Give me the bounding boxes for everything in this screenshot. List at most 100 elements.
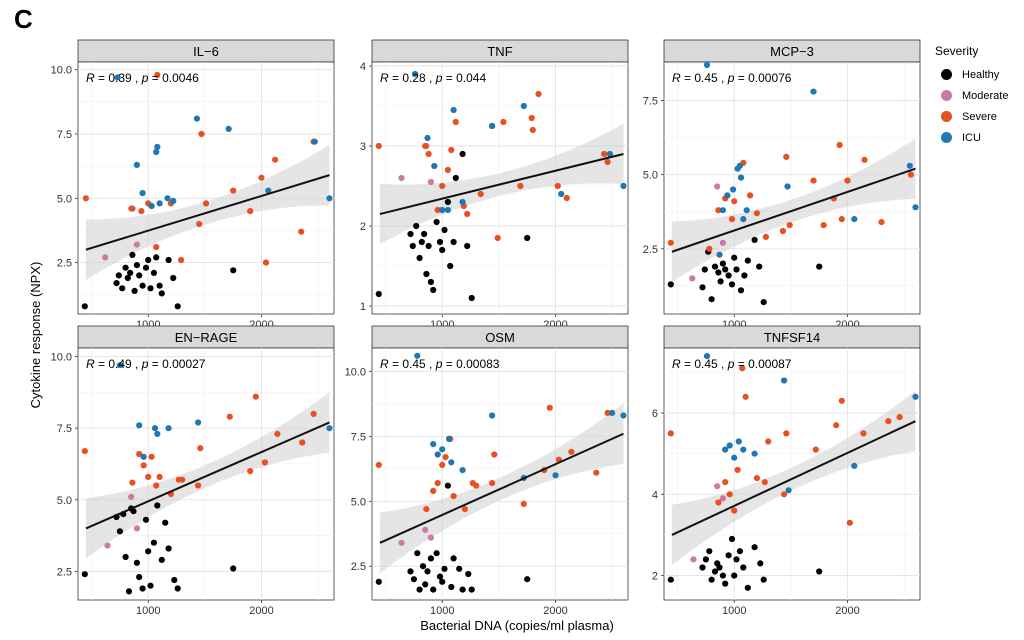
data-point-healthy — [375, 290, 382, 298]
data-point-icu — [731, 454, 738, 461]
data-point-severe — [258, 174, 265, 181]
legend-item-severe: Severe — [935, 106, 1008, 127]
data-point-icu — [165, 425, 172, 432]
data-point-healthy — [725, 552, 732, 559]
data-point-healthy — [722, 266, 729, 273]
data-point-severe — [464, 210, 471, 218]
data-point-healthy — [760, 299, 767, 306]
legend-dot-severe — [941, 111, 952, 122]
data-point-icu — [459, 198, 466, 206]
data-point-moderate — [714, 183, 721, 190]
data-point-healthy — [524, 234, 531, 242]
data-point-healthy — [816, 568, 823, 575]
data-point-severe — [473, 482, 480, 489]
correlation-annotation: R = 0.45 , p = 0.00076 — [672, 71, 792, 85]
data-point-healthy — [165, 545, 172, 552]
data-point-severe — [535, 90, 542, 98]
data-point-icu — [153, 148, 160, 156]
facet-title: MCP−3 — [770, 44, 814, 59]
data-point-severe — [444, 166, 451, 174]
data-point-severe — [298, 228, 305, 235]
data-point-severe — [667, 239, 674, 246]
facet-title: OSM — [485, 330, 515, 345]
data-point-icu — [722, 446, 729, 453]
data-point-severe — [375, 142, 382, 150]
legend-dot-healthy — [941, 69, 952, 80]
data-point-icu — [154, 143, 161, 150]
data-point-severe — [747, 192, 754, 199]
data-point-severe — [838, 397, 845, 404]
data-point-severe — [846, 519, 853, 526]
data-point-severe — [844, 177, 851, 184]
data-point-healthy — [139, 585, 146, 592]
data-point-icu — [726, 442, 733, 449]
legend-title: Severity — [935, 44, 979, 58]
data-point-healthy — [439, 246, 446, 254]
data-point-healthy — [744, 584, 751, 591]
regression-line — [85, 174, 330, 251]
data-point-healthy — [524, 576, 531, 583]
y-tick-label: 5.0 — [57, 193, 72, 205]
data-point-moderate — [104, 542, 111, 549]
data-point-severe — [145, 473, 152, 480]
x-tick-label: 2000 — [249, 605, 273, 617]
data-point-severe — [129, 479, 136, 486]
data-point-healthy — [448, 583, 455, 591]
data-point-severe — [178, 256, 185, 264]
data-point-severe — [274, 430, 281, 437]
data-point-icu — [193, 115, 200, 122]
data-point-severe — [554, 182, 561, 190]
data-point-icu — [439, 206, 446, 214]
data-point-healthy — [717, 278, 724, 285]
data-point-icu — [620, 412, 627, 419]
y-tick-label: 5.0 — [57, 495, 72, 507]
data-point-severe — [500, 118, 507, 126]
data-point-healthy — [706, 548, 713, 555]
data-point-healthy — [425, 242, 432, 250]
data-point-healthy — [113, 280, 120, 287]
data-point-moderate — [719, 239, 727, 246]
data-point-severe — [261, 459, 268, 466]
data-point-healthy — [731, 254, 738, 261]
y-tick-label: 6 — [652, 408, 658, 420]
data-point-severe — [494, 234, 501, 242]
data-point-severe — [833, 422, 840, 429]
x-tick-label: 1000 — [136, 605, 160, 617]
data-point-severe — [667, 430, 674, 437]
x-tick-label: 1000 — [722, 605, 746, 617]
data-point-severe — [779, 227, 787, 235]
data-point-healthy — [716, 564, 723, 571]
data-point-icu — [703, 61, 711, 69]
data-point-severe — [448, 146, 455, 154]
data-point-icu — [724, 192, 731, 199]
data-point-severe — [604, 409, 611, 416]
data-point-icu — [620, 182, 627, 190]
regression-line — [671, 420, 916, 536]
data-point-severe — [439, 461, 446, 468]
data-point-healthy — [468, 586, 475, 593]
data-point-severe — [563, 194, 570, 202]
data-point-severe — [247, 468, 254, 475]
y-tick-label: 4 — [652, 489, 658, 501]
data-point-severe — [838, 216, 845, 223]
data-point-icu — [265, 187, 272, 194]
data-point-icu — [225, 125, 232, 132]
facet-title: IL−6 — [193, 44, 219, 59]
data-point-severe — [765, 438, 772, 445]
data-point-healthy — [145, 256, 152, 264]
data-point-moderate — [719, 495, 727, 502]
data-point-icu — [740, 446, 747, 453]
data-point-icu — [116, 362, 123, 369]
data-point-healthy — [162, 519, 169, 526]
data-point-healthy — [740, 564, 747, 571]
data-point-moderate — [690, 556, 697, 563]
data-point-healthy — [733, 556, 740, 563]
data-point-healthy — [436, 238, 444, 246]
data-point-healthy — [702, 556, 710, 563]
data-point-icu — [448, 459, 455, 466]
data-point-severe — [517, 182, 524, 190]
data-point-healthy — [751, 544, 758, 551]
